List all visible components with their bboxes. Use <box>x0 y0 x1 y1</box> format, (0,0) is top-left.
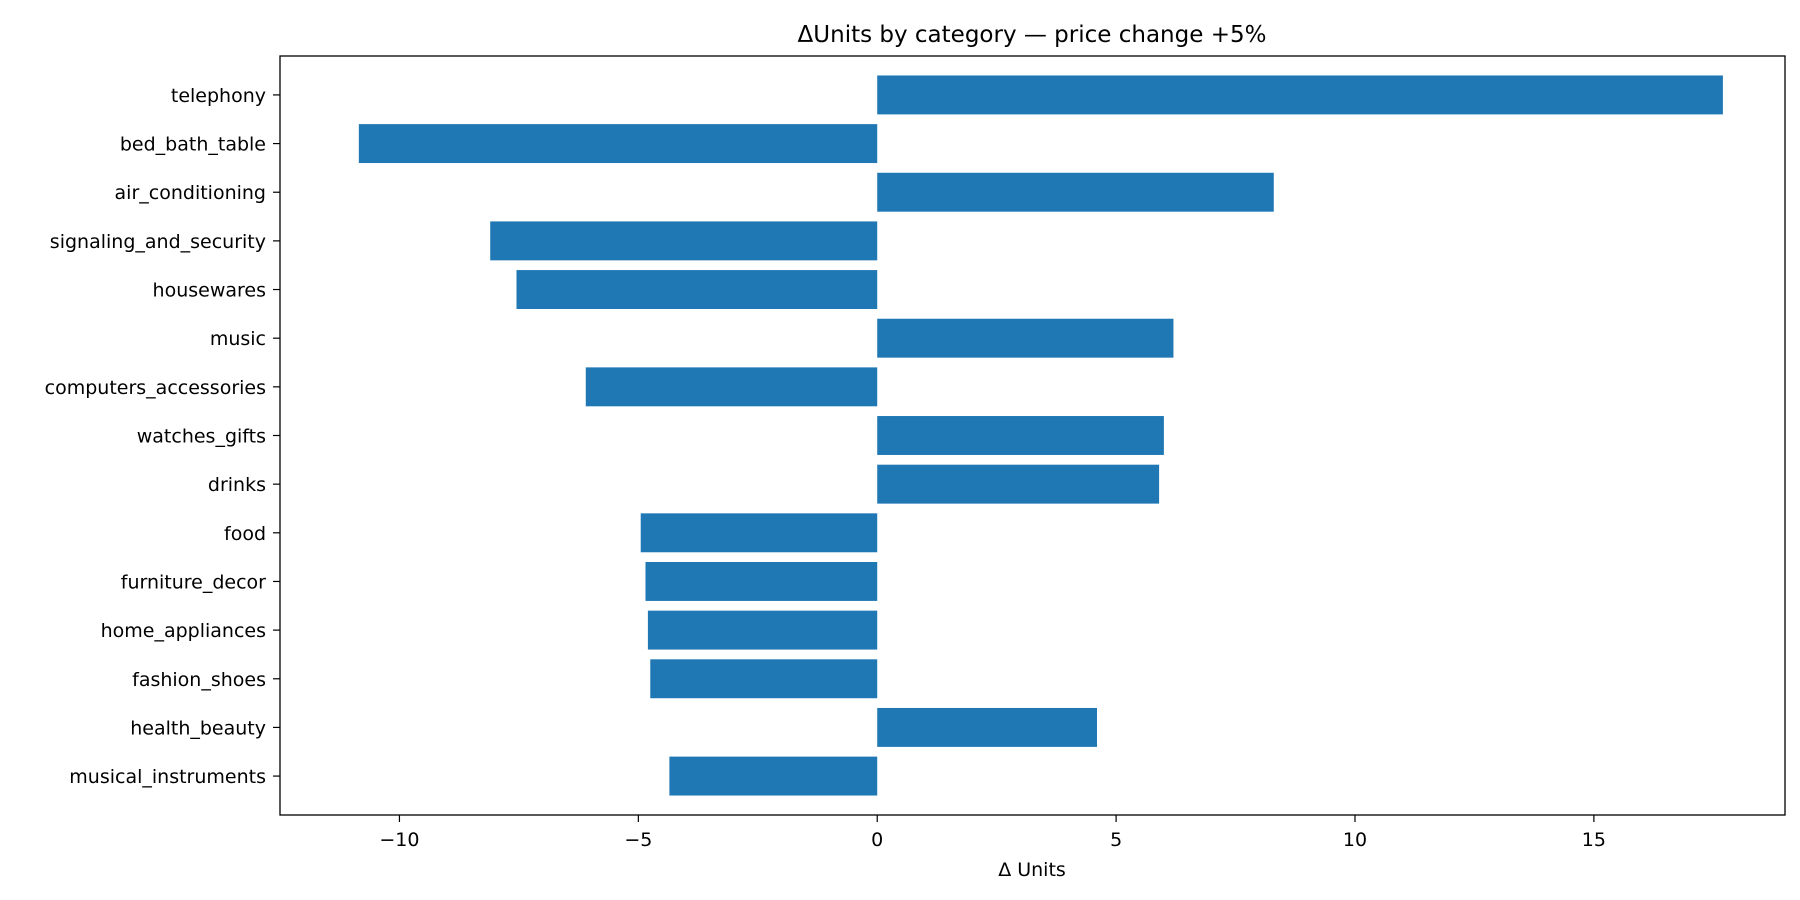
x-tick-label: 5 <box>1110 829 1122 851</box>
bar-signaling-and-security <box>490 221 878 261</box>
y-tick-label: housewares <box>153 280 266 302</box>
bar-musical-instruments <box>669 756 878 796</box>
y-tick-label: signaling_and_security <box>50 231 266 253</box>
x-tick-label: −5 <box>624 829 652 851</box>
bar-furniture-decor <box>645 562 878 601</box>
bar-drinks <box>877 464 1160 504</box>
x-tick-label: 10 <box>1343 829 1367 851</box>
y-tick-label: health_beauty <box>130 717 266 739</box>
y-tick-label: watches_gifts <box>137 426 266 448</box>
x-tick-label: 15 <box>1582 829 1606 851</box>
x-axis-ticks: −10 −5 0 5 10 15 <box>379 815 1606 851</box>
y-tick-label: musical_instruments <box>69 766 266 788</box>
x-tick-label: 0 <box>871 829 883 851</box>
bar-housewares <box>516 270 878 309</box>
y-tick-label: fashion_shoes <box>132 669 266 691</box>
plot-frame <box>279 55 1786 816</box>
bar-fashion-shoes <box>650 659 878 699</box>
y-tick-label: furniture_decor <box>121 571 266 593</box>
bar-watches-gifts <box>877 416 1164 455</box>
y-tick-label: home_appliances <box>101 620 266 642</box>
y-axis-ticks: telephony bed_bath_table air_conditionings… <box>45 85 280 788</box>
x-tick-label: −10 <box>379 829 419 851</box>
y-tick-label: air_conditioning <box>115 182 266 204</box>
bar-telephony <box>877 75 1723 115</box>
y-tick-label: telephony <box>171 85 266 107</box>
bar-food <box>640 513 878 553</box>
bar-health-beauty <box>877 707 1097 747</box>
bar-home-appliances <box>647 610 878 650</box>
bar-music <box>877 318 1174 358</box>
y-tick-label: food <box>224 523 266 545</box>
y-tick-label: music <box>210 328 266 350</box>
y-tick-label: computers_accessories <box>45 377 266 399</box>
bar-bed-bath-table <box>358 124 878 164</box>
bar-air-conditioning <box>877 172 1274 212</box>
chart-title: ΔUnits by category — price change +5% <box>798 22 1267 48</box>
y-tick-label: drinks <box>208 474 266 496</box>
bar-computers-accessories <box>585 367 878 407</box>
x-axis-title: Δ Units <box>998 859 1066 881</box>
bars-layer <box>358 75 1723 796</box>
y-tick-label: bed_bath_table <box>120 134 266 156</box>
